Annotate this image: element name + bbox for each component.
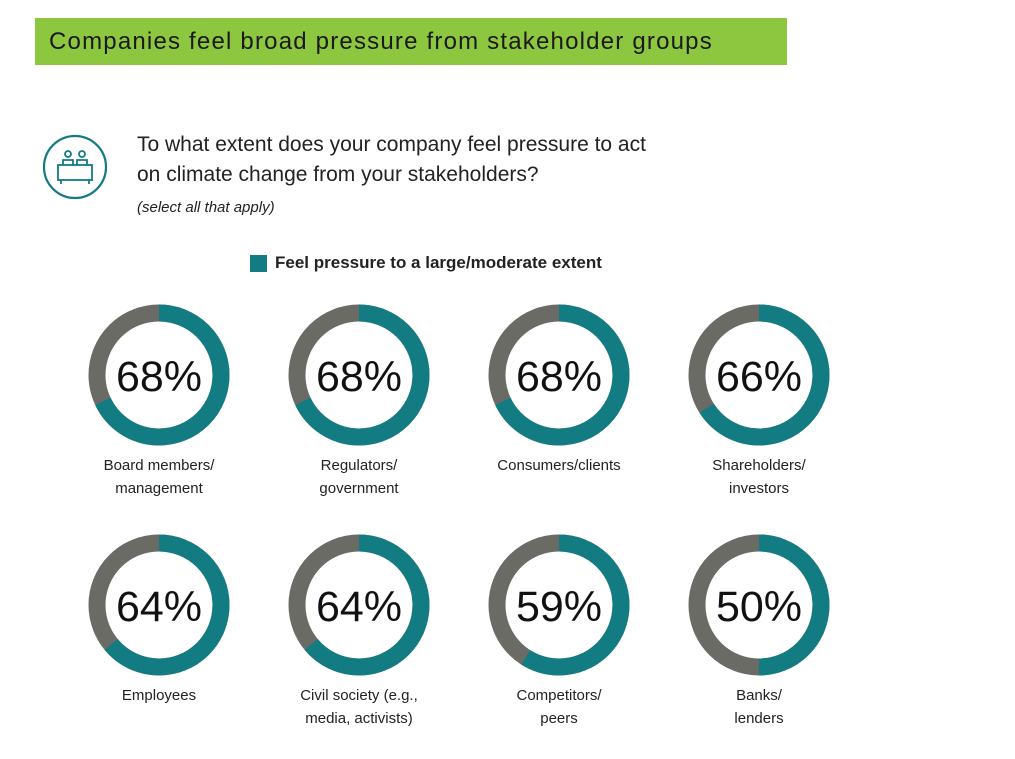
category-label-line-1: Regulators/ bbox=[320, 457, 398, 474]
donut-category-label: Consumers/clients bbox=[469, 454, 649, 477]
category-label-line-1: Banks/ bbox=[736, 687, 782, 704]
category-label-line-1: Competitors/ bbox=[516, 687, 602, 704]
donut-value-arc bbox=[688, 534, 830, 676]
donut-2: 68% bbox=[288, 304, 430, 446]
question-line-2: on climate change from your stakeholders… bbox=[137, 163, 539, 186]
donut-6: 64% bbox=[288, 534, 430, 676]
category-label-line-2: government bbox=[319, 480, 399, 497]
donut-category-label: Civil society (e.g., media, activists) bbox=[269, 684, 449, 730]
donut-value-label: 68% bbox=[516, 353, 602, 401]
category-label-line-2: lenders bbox=[734, 710, 784, 727]
donut-8: 50% bbox=[688, 534, 830, 676]
donut-category-label: Shareholders/investors bbox=[669, 454, 849, 500]
donut-value-label: 66% bbox=[716, 353, 802, 401]
donut-category-label: Employees bbox=[69, 684, 249, 707]
category-label-line-1: Civil society (e.g., bbox=[300, 687, 418, 704]
donut-value-arc bbox=[688, 304, 830, 446]
category-label-line-1: Employees bbox=[121, 687, 197, 704]
donut-value-label: 68% bbox=[316, 353, 402, 401]
category-label-line-1: Board members/ bbox=[103, 457, 215, 474]
legend-swatch bbox=[250, 254, 267, 272]
donut-category-label: Banks/lenders bbox=[669, 684, 849, 730]
category-label-line-1: Consumers/clients bbox=[497, 457, 621, 474]
donut-value-label: 50% bbox=[716, 583, 802, 631]
donut-value-arc bbox=[488, 534, 630, 676]
survey-question: To what extent does your company feel pr… bbox=[137, 130, 717, 190]
donut-category-label: Board members/management bbox=[69, 454, 249, 500]
donut-category-label: Competitors/peers bbox=[469, 684, 649, 730]
donut-3: 68% bbox=[488, 304, 630, 446]
donut-value-arc bbox=[288, 304, 430, 446]
donut-7: 59% bbox=[488, 534, 630, 676]
chart-legend: Feel pressure to a large/moderate extent bbox=[250, 253, 602, 273]
donut-value-label: 64% bbox=[316, 583, 402, 631]
donut-value-label: 59% bbox=[516, 583, 602, 631]
donut-category-label: Regulators/government bbox=[269, 454, 449, 500]
category-label-line-2: investors bbox=[728, 480, 790, 497]
category-label-line-2: media, activists) bbox=[305, 710, 413, 727]
category-label-line-2: management bbox=[115, 480, 203, 497]
donut-value-label: 64% bbox=[116, 583, 202, 631]
donut-1: 68% bbox=[88, 304, 230, 446]
title-banner: Companies feel broad pressure from stake… bbox=[35, 18, 787, 65]
category-label-line-1: Shareholders/ bbox=[712, 457, 806, 474]
donut-value-arc bbox=[88, 534, 230, 676]
donut-value-arc bbox=[288, 534, 430, 676]
question-note: (select all that apply) bbox=[137, 199, 275, 216]
donut-5: 64% bbox=[88, 534, 230, 676]
category-label-line-2: peers bbox=[540, 710, 578, 727]
donut-value-arc bbox=[488, 304, 630, 446]
donut-4: 66% bbox=[688, 304, 830, 446]
legend-label: Feel pressure to a large/moderate extent bbox=[275, 253, 602, 272]
donut-value-arc bbox=[88, 304, 230, 446]
question-line-1: To what extent does your company feel pr… bbox=[137, 133, 646, 156]
page-title: Companies feel broad pressure from stake… bbox=[49, 27, 713, 55]
meeting-people-icon bbox=[42, 134, 108, 200]
donut-value-label: 68% bbox=[116, 353, 202, 401]
